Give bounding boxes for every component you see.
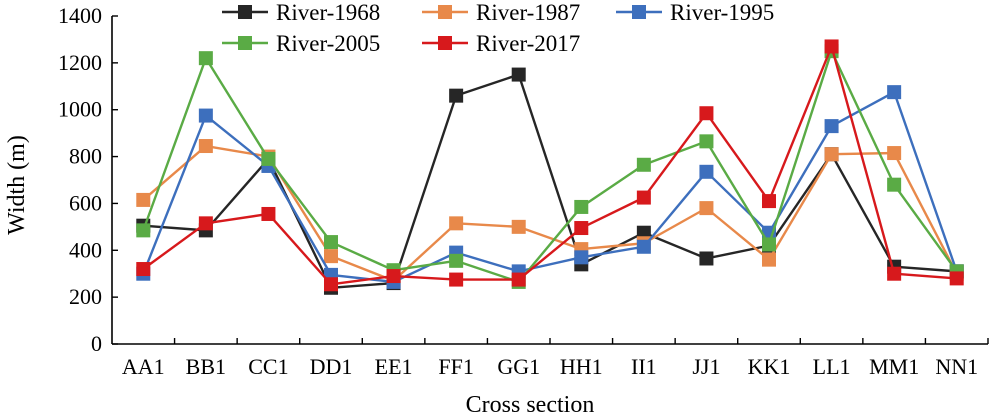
x-tick-label: II1 — [631, 354, 657, 379]
y-tick-label: 1400 — [58, 3, 102, 28]
data-point — [887, 85, 902, 100]
legend-marker — [238, 36, 252, 50]
data-point — [636, 239, 651, 254]
x-tick-label: DD1 — [310, 354, 353, 379]
data-point — [636, 225, 651, 240]
data-point — [136, 262, 151, 277]
series-river-1995 — [136, 85, 964, 289]
data-point — [574, 199, 589, 214]
data-point — [762, 252, 776, 267]
data-point — [136, 223, 151, 238]
legend-marker — [438, 5, 452, 19]
x-tick-label: KK1 — [748, 354, 791, 379]
data-point — [699, 251, 714, 266]
legend-item: River-2005 — [222, 31, 380, 56]
x-tick-label: EE1 — [375, 354, 413, 379]
x-tick-label: MM1 — [869, 354, 919, 379]
data-point — [449, 88, 464, 103]
series-layer — [136, 39, 964, 295]
legend-marker — [238, 5, 252, 19]
x-axis-title: Cross section — [466, 392, 595, 417]
x-tick-label: GG1 — [497, 354, 540, 379]
series-river-1968 — [136, 67, 964, 295]
data-point — [261, 206, 276, 221]
data-point — [699, 201, 714, 216]
y-tick-label: 600 — [69, 190, 102, 215]
data-point — [449, 253, 464, 268]
data-point — [887, 266, 902, 281]
series-line — [142, 49, 958, 284]
series-line — [142, 90, 958, 284]
data-point — [198, 108, 213, 123]
x-tick-label: AA1 — [122, 354, 165, 379]
legend-item: River-1987 — [422, 0, 580, 25]
y-axis-title: Width (m) — [4, 135, 30, 235]
legend: River-1968 River-1987 River-1995 River-2005… — [222, 0, 774, 56]
data-point — [636, 157, 651, 172]
data-point — [574, 221, 589, 236]
legend-item: River-1968 — [222, 0, 380, 25]
y-tick-label: 1000 — [58, 97, 102, 122]
data-point — [824, 39, 839, 54]
data-point — [198, 216, 213, 231]
y-tick-label: 0 — [91, 331, 102, 356]
axes: 0 200 400 600 800 1000 1200 1400 AA1 BB1 CC1 DD1 EE1… — [58, 3, 989, 379]
series-river-2005 — [136, 44, 964, 289]
series-river-2017 — [136, 39, 964, 292]
y-tick-label: 800 — [69, 144, 102, 169]
data-point — [386, 269, 401, 284]
data-point — [824, 147, 839, 162]
legend-label: River-2005 — [276, 31, 380, 56]
data-point — [449, 216, 464, 231]
data-point — [198, 139, 213, 154]
legend-item: River-1995 — [616, 0, 774, 25]
data-point — [574, 250, 589, 265]
data-point — [324, 249, 338, 264]
x-tick-label: CC1 — [248, 354, 288, 379]
x-tick-label: JJ1 — [692, 354, 720, 379]
data-point — [699, 164, 714, 179]
y-tick-label: 1200 — [58, 50, 102, 75]
legend-marker — [438, 36, 452, 50]
legend-label: River-1968 — [276, 0, 380, 25]
data-point — [324, 277, 338, 292]
legend-label: River-1987 — [476, 0, 580, 25]
data-point — [949, 271, 964, 286]
data-point — [887, 177, 902, 192]
legend-label: River-2017 — [476, 31, 580, 56]
x-tick-label: BB1 — [186, 354, 226, 379]
series-line — [143, 73, 957, 289]
data-point — [511, 67, 526, 82]
x-tick-label: FF1 — [438, 354, 473, 379]
data-point — [636, 190, 651, 205]
data-point — [762, 194, 776, 209]
data-point — [261, 151, 276, 166]
y-tick-label: 200 — [69, 284, 102, 309]
data-point — [762, 237, 776, 252]
legend-item: River-2017 — [422, 31, 580, 56]
data-point — [824, 119, 839, 134]
series-line — [142, 45, 957, 286]
x-tick-label: NN1 — [935, 354, 978, 379]
data-point — [887, 146, 902, 161]
data-point — [449, 272, 464, 287]
legend-marker — [632, 5, 646, 19]
data-point — [136, 192, 151, 207]
y-tick-label: 400 — [69, 237, 102, 262]
data-point — [511, 272, 526, 287]
data-point — [511, 219, 526, 234]
data-point — [699, 106, 714, 121]
data-point — [198, 51, 213, 66]
legend-label: River-1995 — [670, 0, 774, 25]
x-tick-label: HH1 — [560, 354, 603, 379]
data-point — [699, 134, 714, 149]
x-tick-label: LL1 — [813, 354, 851, 379]
data-point — [324, 235, 338, 250]
